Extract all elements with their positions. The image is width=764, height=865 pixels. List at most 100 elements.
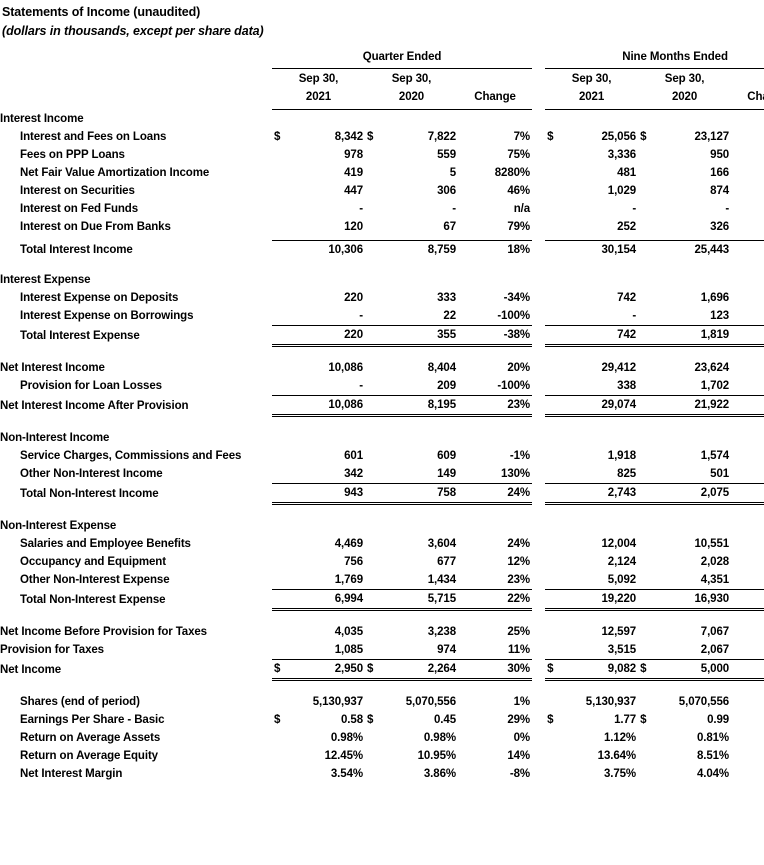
cell-q1 xyxy=(290,429,365,447)
table-row: Return on Average Assets 0.98% 0.98% 0% 1.12… xyxy=(0,729,764,747)
cell-nchg: 70% xyxy=(731,641,764,660)
cell-q2: 22 xyxy=(443,309,456,322)
section-header-row: Interest Expense xyxy=(0,271,764,289)
header-rule-q-2021 xyxy=(272,106,365,110)
cell-q2: 306 xyxy=(437,184,456,197)
cell-q2-cur xyxy=(365,377,383,396)
cell-n2: 4,351 xyxy=(700,573,730,586)
cell-q2-cur xyxy=(365,765,383,783)
table-row: Net Interest Income 10,086 8,404 20% 29,412 2… xyxy=(0,359,764,377)
cell-q2 xyxy=(383,517,458,535)
row-label: Net Interest Margin xyxy=(20,767,123,780)
cell-n2-cur xyxy=(638,307,656,326)
cell-n1: 13.64% xyxy=(597,749,637,762)
row-spacer xyxy=(0,503,764,517)
cell-qchg: 14% xyxy=(507,749,531,762)
cell-qchg xyxy=(458,429,532,447)
cell-q2: 333 xyxy=(437,291,456,304)
cell-q2: 3,604 xyxy=(427,537,456,550)
row-label: Net Fair Value Amortization Income xyxy=(20,166,210,179)
cell-n1-cur xyxy=(545,641,563,660)
cell-qchg: 24% xyxy=(507,537,531,550)
cell-n1: 25,056 xyxy=(601,130,637,143)
cell-n2: 4.04% xyxy=(696,767,730,780)
table-row: Salaries and Employee Benefits 4,469 3,604… xyxy=(0,535,764,553)
cell-n2 xyxy=(656,429,731,447)
cell-n1: 742 xyxy=(617,291,637,304)
row-label: Earnings Per Share - Basic xyxy=(20,713,165,726)
cell-q1-cur xyxy=(272,571,290,590)
cell-n2: 2,028 xyxy=(700,555,730,568)
cell-n1: 9,082 xyxy=(563,658,639,681)
cell-n1-cur xyxy=(545,289,563,307)
table-row: Shares (end of period) 5,130,937 5,070,556… xyxy=(0,693,764,711)
cell-n1-cur xyxy=(545,200,563,218)
column-gap xyxy=(532,535,545,553)
cell-q1: 10,306 xyxy=(290,239,365,259)
row-label: Occupancy and Equipment xyxy=(20,555,166,568)
header-spacer-2 xyxy=(0,70,272,106)
cell-q1 xyxy=(290,271,365,289)
cell-q2: 149 xyxy=(437,467,456,480)
cell-nchg: -80% xyxy=(731,377,764,396)
cell-n1-cur xyxy=(545,429,563,447)
cell-q1: 6,994 xyxy=(290,588,365,611)
cell-n1-cur: $ xyxy=(547,713,554,726)
cell-q2-cur xyxy=(365,517,383,535)
cell-n2: 23,624 xyxy=(694,361,730,374)
cell-q1-cur xyxy=(272,623,290,641)
cell-nchg: -100% xyxy=(731,307,764,326)
row-label: Interest on Securities xyxy=(20,184,135,197)
row-label: Interest on Fed Funds xyxy=(20,202,139,215)
row-label: Net Interest Income xyxy=(0,361,105,374)
cell-n2: 7,067 xyxy=(700,625,730,638)
cell-q1-cur xyxy=(272,182,290,200)
header-rule-row xyxy=(0,106,764,110)
cell-q1: 12.45% xyxy=(324,749,364,762)
row-label: Interest Expense on Deposits xyxy=(20,291,179,304)
cell-n2-cur xyxy=(638,239,657,259)
cell-qchg: -8% xyxy=(509,767,531,780)
cell-q2-cur xyxy=(365,588,383,611)
cell-q1-cur xyxy=(272,164,290,182)
cell-n1: 2,743 xyxy=(563,482,639,505)
cell-q2-cur xyxy=(365,200,383,218)
row-label: Interest Expense on Borrowings xyxy=(20,310,194,322)
cell-n2-cur xyxy=(638,200,656,218)
cell-n2-cur xyxy=(638,359,656,377)
cell-q2 xyxy=(383,271,458,289)
cell-qchg: 18% xyxy=(458,239,533,259)
table-row: Net Interest Margin 3.54% 3.86% -8% 3.75% 4.0… xyxy=(0,765,764,783)
cell-q1-cur xyxy=(272,729,290,747)
cell-nchg: -23% xyxy=(731,218,764,236)
cell-n1-cur xyxy=(545,377,563,396)
cell-q2-cur xyxy=(365,359,383,377)
column-gap xyxy=(532,517,545,535)
cell-n2: 1,574 xyxy=(700,449,730,462)
cell-q1: 4,469 xyxy=(334,537,363,550)
cell-q2: 209 xyxy=(437,379,456,392)
cell-q1-cur xyxy=(272,447,290,465)
row-label: Interest and Fees on Loans xyxy=(20,130,167,143)
cell-n2-cur xyxy=(638,182,656,200)
header-group-quarter: Quarter Ended xyxy=(272,48,533,70)
cell-qchg: -34% xyxy=(503,291,531,304)
cell-nchg: 22% xyxy=(731,447,764,465)
cell-n2-cur xyxy=(638,164,656,182)
cell-nchg: -56% xyxy=(731,289,764,307)
table-row: Net Interest Income After Provision 10,08… xyxy=(0,394,764,417)
cell-q1: 1,085 xyxy=(334,643,363,656)
cell-q1-cur xyxy=(272,465,290,484)
cell-q1-cur xyxy=(272,553,290,571)
cell-q1-cur xyxy=(272,200,290,218)
column-gap xyxy=(532,325,545,345)
table-row: Interest on Due From Banks 120 67 79% 252 326… xyxy=(0,218,764,236)
cell-q2: 5,715 xyxy=(383,588,458,611)
cell-n1: 29,412 xyxy=(601,361,637,374)
table-row: Provision for Loan Losses - 209 -100% 338 1,7… xyxy=(0,377,764,396)
header-column-row: Sep 30, 2021 Sep 30, 2020 Change Sep 30,… xyxy=(0,70,764,106)
cell-q2-cur xyxy=(365,535,383,553)
cell-q1 xyxy=(290,517,365,535)
cell-n2 xyxy=(656,110,731,128)
cell-n2-cur xyxy=(638,482,657,505)
